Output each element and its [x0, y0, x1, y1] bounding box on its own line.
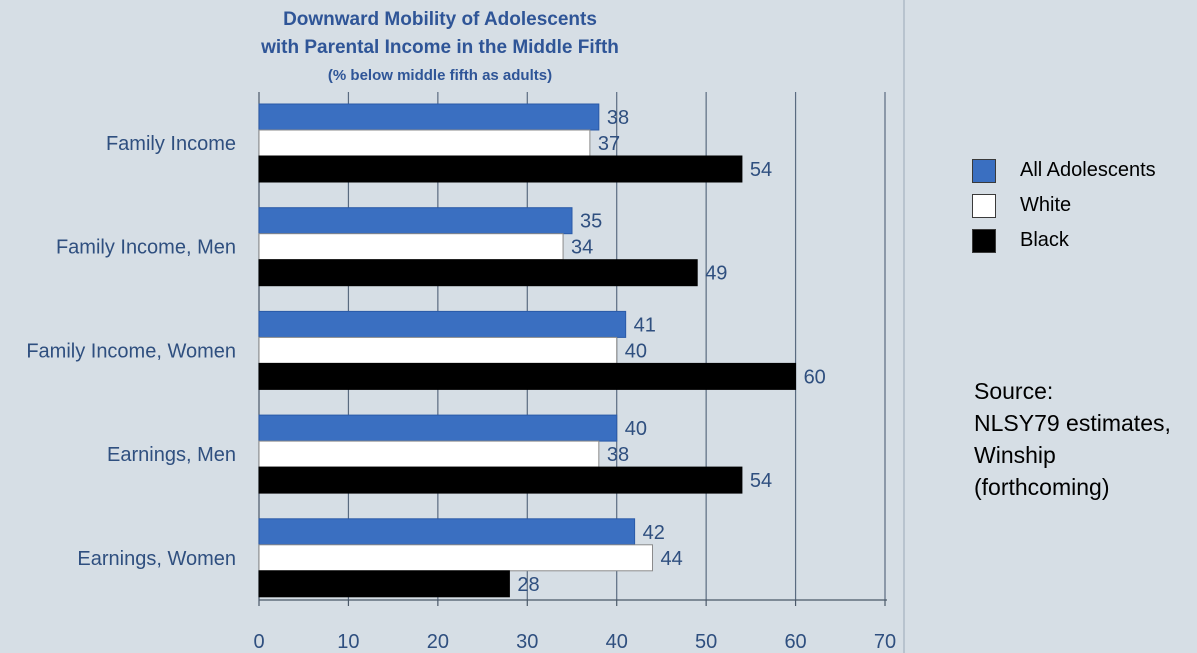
- data-label: 37: [598, 133, 620, 155]
- bar-black: [258, 466, 743, 494]
- x-tick-label: 10: [337, 631, 359, 653]
- bar-white: [258, 440, 600, 468]
- data-label: 40: [625, 340, 647, 362]
- source-note: Source: NLSY79 estimates, Winship (forth…: [974, 375, 1171, 503]
- data-label: 54: [750, 159, 772, 181]
- legend-label-white: White: [1020, 194, 1072, 216]
- data-label: 60: [804, 366, 826, 388]
- category-label: Earnings, Women: [77, 548, 236, 570]
- bar-white: [258, 129, 591, 157]
- data-label: 44: [660, 548, 682, 570]
- bar-black: [258, 259, 698, 287]
- bar-white: [258, 233, 564, 261]
- bar-all-adolescents: [258, 207, 573, 235]
- x-tick-label: 20: [427, 631, 449, 653]
- bar-black: [258, 570, 510, 598]
- data-label: 54: [750, 470, 772, 492]
- legend-item-white: White: [972, 193, 1197, 219]
- source-line: (forthcoming): [974, 474, 1110, 500]
- bar-all-adolescents: [258, 518, 636, 546]
- bar-all-adolescents: [258, 414, 618, 442]
- bar-black: [258, 362, 797, 390]
- chart-title: Downward Mobility of Adolescents: [283, 9, 597, 30]
- data-label: 41: [634, 314, 656, 336]
- bar-black: [258, 155, 743, 183]
- data-label: 38: [607, 444, 629, 466]
- category-label: Earnings, Men: [107, 444, 236, 466]
- bar-all-adolescents: [258, 310, 627, 338]
- data-label: 28: [517, 574, 539, 596]
- data-label: 49: [705, 263, 727, 285]
- legend-swatch-all-adolescents: [972, 159, 996, 183]
- legend-label-black: Black: [1020, 229, 1069, 251]
- x-tick-label: 40: [606, 631, 628, 653]
- x-tick-label: 60: [784, 631, 806, 653]
- bar-all-adolescents: [258, 103, 600, 131]
- x-tick-label: 30: [516, 631, 538, 653]
- chart-note: (% below middle fifth as adults): [327, 67, 553, 84]
- category-label: Family Income: [106, 133, 236, 155]
- data-label: 35: [580, 211, 602, 233]
- data-label: 42: [643, 522, 665, 544]
- legend-swatch-black: [972, 229, 996, 253]
- legend-label-all-adolescents: All Adolescents: [1020, 159, 1156, 181]
- bar-white: [258, 544, 653, 572]
- category-label: Family Income, Men: [56, 237, 236, 259]
- data-label: 40: [625, 418, 647, 440]
- legend-item-all-adolescents: All Adolescents: [972, 158, 1197, 184]
- legend-swatch-white: [972, 194, 996, 218]
- category-label: Family Income, Women: [26, 340, 236, 362]
- x-tick-label: 50: [695, 631, 717, 653]
- source-line: Winship: [974, 442, 1056, 468]
- source-line: Source:: [974, 378, 1054, 404]
- x-tick-label: 70: [874, 631, 896, 653]
- x-tick-label: 0: [253, 631, 264, 653]
- legend-item-black: Black: [972, 228, 1197, 254]
- source-line: NLSY79 estimates,: [974, 410, 1171, 436]
- chart-subtitle: with Parental Income in the Middle Fifth: [261, 37, 619, 58]
- data-label: 34: [571, 237, 593, 259]
- bar-white: [258, 336, 618, 364]
- data-label: 38: [607, 107, 629, 129]
